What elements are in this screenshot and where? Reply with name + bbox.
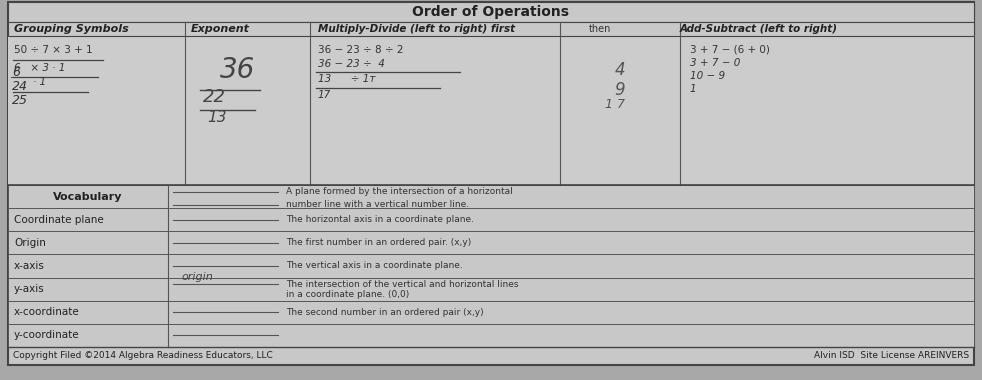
Text: 13: 13 [207, 109, 227, 125]
Text: x-coordinate: x-coordinate [14, 307, 80, 317]
Text: 36 − 23 ÷  4: 36 − 23 ÷ 4 [318, 59, 385, 69]
Text: Origin: Origin [14, 238, 46, 248]
Text: origin: origin [181, 272, 213, 282]
Bar [8, 22, 974, 36]
Text: x-axis: x-axis [14, 261, 45, 271]
Text: · 1: · 1 [33, 77, 46, 87]
Text: Exponent: Exponent [191, 24, 250, 34]
Text: 13      ÷ 1ᴛ: 13 ÷ 1ᴛ [318, 74, 375, 84]
Text: 50 ÷ 7 × 3 + 1: 50 ÷ 7 × 3 + 1 [14, 45, 92, 55]
Text: 6: 6 [12, 66, 20, 79]
Text: Add-Subtract (left to right): Add-Subtract (left to right) [680, 24, 838, 34]
Text: y-axis: y-axis [14, 284, 45, 294]
Text: The second number in an ordered pair (x,y): The second number in an ordered pair (x,… [286, 308, 483, 317]
Text: then: then [589, 24, 611, 34]
Text: 6   × 3 · 1: 6 × 3 · 1 [14, 63, 66, 73]
Bar [168, 185, 974, 347]
Text: The horizontal axis in a coordinate plane.: The horizontal axis in a coordinate plan… [286, 215, 474, 224]
Text: A plane formed by the intersection of a horizontal: A plane formed by the intersection of a … [286, 187, 513, 196]
Text: Coordinate plane: Coordinate plane [14, 215, 104, 225]
Text: in a coordinate plane. (0,0): in a coordinate plane. (0,0) [286, 290, 409, 299]
Text: y-coordinate: y-coordinate [14, 331, 80, 340]
Text: Copyright Filed ©2014 Algebra Readiness Educators, LLC: Copyright Filed ©2014 Algebra Readiness … [13, 352, 273, 361]
Text: The vertical axis in a coordinate plane.: The vertical axis in a coordinate plane. [286, 261, 463, 271]
Text: 3 + 7 − 0: 3 + 7 − 0 [690, 58, 740, 68]
Text: 1: 1 [690, 84, 696, 94]
Text: 10 − 9: 10 − 9 [690, 71, 725, 81]
Text: Alvin ISD  Site License AREINVERS: Alvin ISD Site License AREINVERS [814, 352, 969, 361]
Bar [8, 185, 168, 347]
Bar [8, 36, 974, 185]
Text: 36: 36 [220, 56, 255, 84]
Text: number line with a vertical number line.: number line with a vertical number line. [286, 200, 469, 209]
Text: 4
9: 4 9 [615, 60, 626, 100]
Text: The first number in an ordered pair. (x,y): The first number in an ordered pair. (x,… [286, 238, 471, 247]
Bar [8, 2, 974, 22]
Text: 17: 17 [318, 90, 331, 100]
Text: 25: 25 [12, 93, 28, 106]
Text: Order of Operations: Order of Operations [412, 5, 570, 19]
Text: Grouping Symbols: Grouping Symbols [14, 24, 129, 34]
Text: Multiply-Divide (left to right) first: Multiply-Divide (left to right) first [318, 24, 516, 34]
Text: The intersection of the vertical and horizontal lines: The intersection of the vertical and hor… [286, 280, 518, 289]
Text: 24: 24 [12, 79, 28, 92]
Text: 3 + 7 − (6 + 0): 3 + 7 − (6 + 0) [690, 45, 770, 55]
Text: 36 − 23 ÷ 8 ÷ 2: 36 − 23 ÷ 8 ÷ 2 [318, 45, 404, 55]
Text: Vocabulary: Vocabulary [53, 192, 123, 201]
Text: 1 7: 1 7 [605, 98, 625, 111]
Text: 22: 22 [203, 88, 226, 106]
